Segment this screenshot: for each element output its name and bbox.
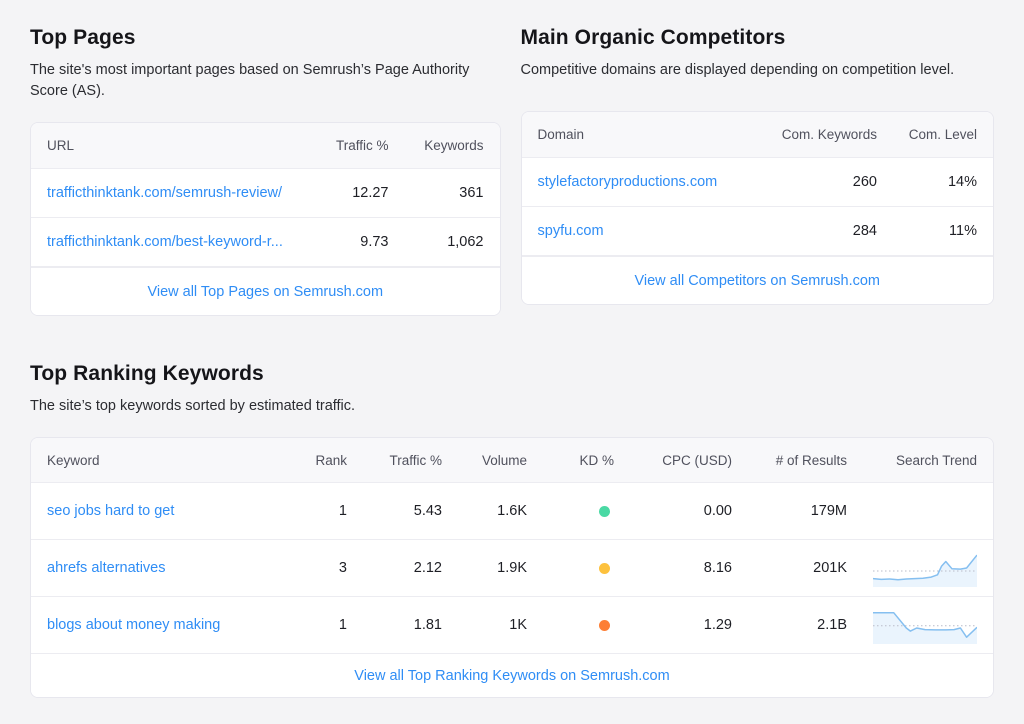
results-value: 2.1B xyxy=(817,617,847,634)
com-level-value: 11% xyxy=(949,223,977,240)
top-keywords-table: Keyword Rank Traffic % Volume KD % CPC (… xyxy=(30,437,994,699)
volume-value: 1.9K xyxy=(497,560,527,577)
table-row: spyfu.com 284 11% xyxy=(521,207,993,257)
kd-dot-icon xyxy=(599,505,610,517)
traffic-value: 1.81 xyxy=(413,617,442,634)
column-header-search-trend: Search Trend xyxy=(895,452,977,468)
competitors-title: Main Organic Competitors xyxy=(520,26,786,49)
table-row: stylefactoryproductions.com 260 14% xyxy=(521,158,993,208)
traffic-value: 9.73 xyxy=(360,234,389,251)
table-row: blogs about money making 1 1.81 1K 1.29 … xyxy=(31,597,993,655)
keywords-value: 361 xyxy=(459,185,484,202)
column-header-domain: Domain xyxy=(537,127,585,143)
view-all-top-pages-link[interactable]: View all Top Pages on Semrush.com xyxy=(147,283,384,300)
top-pages-section: Top Pages The site's most important page… xyxy=(30,26,501,317)
competitor-domain-link[interactable]: spyfu.com xyxy=(537,223,604,240)
competitors-header-row: Domain Com. Keywords Com. Level xyxy=(521,112,993,159)
kd-cell xyxy=(527,505,622,517)
cpc-value: 0.00 xyxy=(703,503,732,520)
column-header-url: URL xyxy=(47,138,75,154)
competitors-description: Competitive domains are displayed depend… xyxy=(520,62,955,78)
view-all-keywords-link[interactable]: View all Top Ranking Keywords on Semrush… xyxy=(354,667,670,684)
column-header-com-level: Com. Level xyxy=(908,127,977,143)
keyword-link[interactable]: blogs about money making xyxy=(47,617,221,634)
rank-value: 1 xyxy=(338,617,347,634)
kd-dot-icon xyxy=(599,562,610,574)
results-value: 179M xyxy=(810,503,847,520)
column-header-com-keywords: Com. Keywords xyxy=(781,127,877,143)
volume-value: 1.6K xyxy=(497,503,527,520)
competitors-section: Main Organic Competitors Competitive dom… xyxy=(520,26,994,316)
cpc-value: 1.29 xyxy=(703,617,732,634)
results-value: 201K xyxy=(813,560,847,577)
table-row: trafficthinktank.com/semrush-review/ 12.… xyxy=(31,169,500,219)
column-header-keywords: Keywords xyxy=(424,138,484,154)
view-all-competitors-link[interactable]: View all Competitors on Semrush.com xyxy=(634,272,881,289)
column-header-rank: Rank xyxy=(315,452,347,468)
table-row: trafficthinktank.com/best-keyword-r... 9… xyxy=(31,218,500,268)
top-keywords-section: Top Ranking Keywords The site’s top keyw… xyxy=(30,362,994,699)
table-row: seo jobs hard to get 1 5.43 1.6K 0.00 17… xyxy=(31,483,993,541)
traffic-value: 5.43 xyxy=(413,503,442,520)
kd-cell xyxy=(527,562,622,574)
competitor-domain-link[interactable]: stylefactoryproductions.com xyxy=(537,174,718,191)
top-pages-footer: View all Top Pages on Semrush.com xyxy=(31,267,500,316)
cpc-value: 8.16 xyxy=(703,560,732,577)
column-header-traffic: Traffic % xyxy=(335,138,389,154)
keywords-header-row: Keyword Rank Traffic % Volume KD % CPC (… xyxy=(31,438,993,484)
rank-value: 1 xyxy=(338,503,347,520)
page-url-link[interactable]: trafficthinktank.com/semrush-review/ xyxy=(47,185,283,202)
kd-cell xyxy=(527,619,622,631)
keywords-value: 1,062 xyxy=(447,234,484,251)
column-header-keyword: Keyword xyxy=(47,452,100,468)
column-header-results: # of Results xyxy=(775,452,847,468)
top-pages-header-row: URL Traffic % Keywords xyxy=(31,123,500,170)
search-trend-sparkline xyxy=(847,549,977,588)
rank-value: 3 xyxy=(338,560,347,577)
column-header-traffic: Traffic % xyxy=(389,452,442,468)
competitors-footer: View all Competitors on Semrush.com xyxy=(521,256,993,305)
top-pages-table: URL Traffic % Keywords trafficthinktank.… xyxy=(30,122,501,317)
top-pages-description: The site's most important pages based on… xyxy=(30,62,470,100)
kd-dot-icon xyxy=(599,619,610,631)
volume-value: 1K xyxy=(509,617,527,634)
com-keywords-value: 284 xyxy=(852,223,877,240)
column-header-cpc: CPC (USD) xyxy=(662,452,732,468)
keyword-link[interactable]: ahrefs alternatives xyxy=(47,560,166,577)
traffic-value: 12.27 xyxy=(352,185,389,202)
keywords-footer: View all Top Ranking Keywords on Semrush… xyxy=(31,654,993,698)
competitors-table: Domain Com. Keywords Com. Level stylefac… xyxy=(520,111,994,306)
com-keywords-value: 260 xyxy=(852,174,877,191)
column-header-kd: KD % xyxy=(579,452,614,468)
top-keywords-description: The site’s top keywords sorted by estima… xyxy=(30,398,356,415)
top-keywords-title: Top Ranking Keywords xyxy=(30,362,264,386)
top-pages-title: Top Pages xyxy=(30,26,136,49)
table-row: ahrefs alternatives 3 2.12 1.9K 8.16 201… xyxy=(31,540,993,598)
com-level-value: 14% xyxy=(947,174,977,191)
column-header-volume: Volume xyxy=(481,452,527,468)
search-trend-sparkline xyxy=(847,606,977,645)
traffic-value: 2.12 xyxy=(413,560,442,577)
keyword-link[interactable]: seo jobs hard to get xyxy=(47,503,175,520)
page-url-link[interactable]: trafficthinktank.com/best-keyword-r... xyxy=(47,234,283,251)
